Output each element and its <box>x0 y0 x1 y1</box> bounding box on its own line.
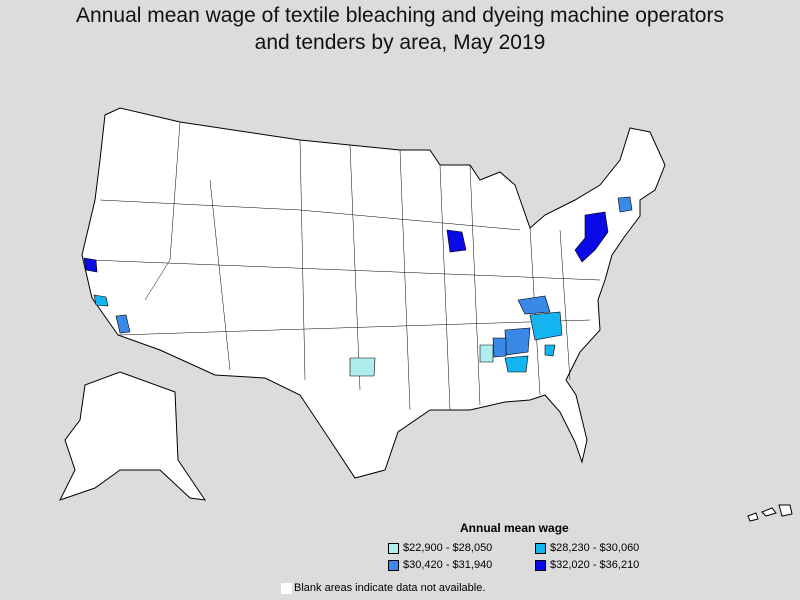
alabama-south-area <box>479 344 494 363</box>
texas-area <box>349 357 376 377</box>
hawaii <box>747 504 793 522</box>
legend-label: $30,420 - $31,940 <box>403 559 493 571</box>
legend-label: $32,020 - $36,210 <box>550 559 640 571</box>
contiguous-us <box>81 107 666 479</box>
legend-item: $22,900 - $28,050 <box>388 542 492 554</box>
legend-swatch <box>388 559 399 571</box>
legend-swatch <box>388 542 399 554</box>
georgia-area <box>504 355 529 373</box>
northeast-corridor <box>574 211 609 263</box>
chicago-area <box>446 229 467 253</box>
alaska <box>59 371 207 501</box>
legend-title: Annual mean wage <box>460 521 569 535</box>
coastal-carolina-area <box>544 344 556 357</box>
note: Blank areas indicate data not available. <box>281 582 485 594</box>
alabama-area <box>492 337 507 358</box>
legend-item: $32,020 - $36,210 <box>535 559 639 571</box>
massachusetts-area <box>617 196 633 213</box>
north-carolina-area <box>529 311 563 341</box>
legend-swatch <box>535 559 546 571</box>
legend-item: $30,420 - $31,940 <box>388 559 492 571</box>
virginia-area <box>517 295 551 315</box>
note-text: Blank areas indicate data not available. <box>294 582 486 594</box>
map-title: Annual mean wage of textile bleaching an… <box>76 4 724 54</box>
legend-label: $22,900 - $28,050 <box>403 542 493 554</box>
south-carolina-area <box>504 327 531 356</box>
legend-swatch <box>535 542 546 554</box>
legend-label: $28,230 - $30,060 <box>550 542 640 554</box>
san-diego-area <box>115 314 131 334</box>
san-francisco-area <box>83 257 98 273</box>
los-angeles-area <box>93 294 109 307</box>
note-swatch <box>281 582 292 594</box>
legend-item: $28,230 - $30,060 <box>535 542 639 554</box>
